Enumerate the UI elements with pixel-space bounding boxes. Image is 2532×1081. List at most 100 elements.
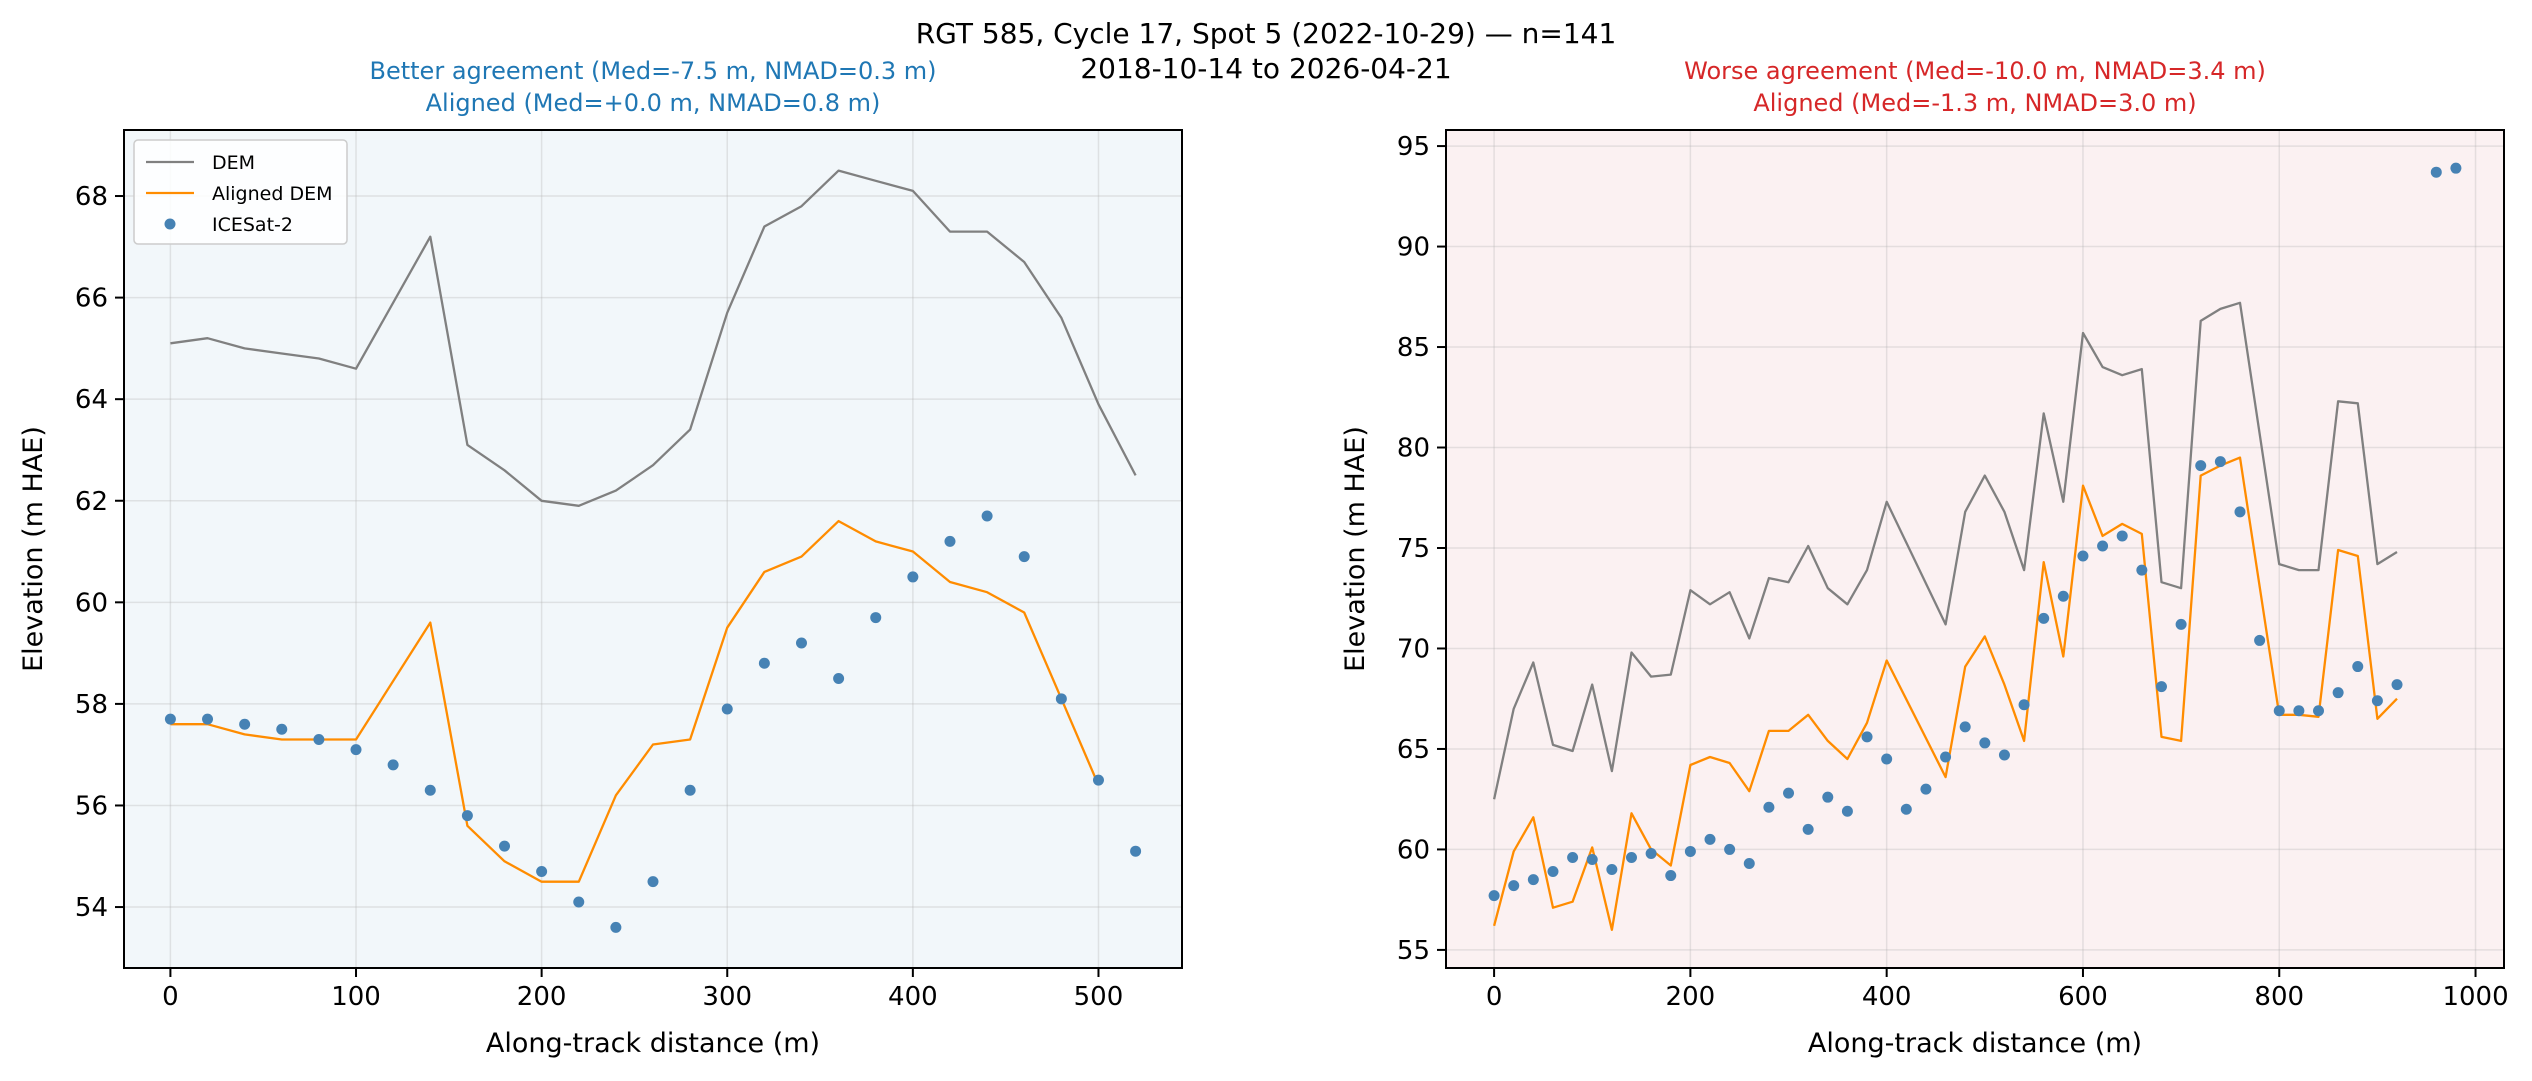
left-x-tick-label: 200 xyxy=(517,982,567,1012)
right-y-tick-label: 75 xyxy=(1397,534,1430,564)
right-y-tick-label: 55 xyxy=(1397,936,1430,966)
left-icesat-point xyxy=(313,733,325,745)
left-x-tick-label: 300 xyxy=(702,982,752,1012)
right-icesat-point xyxy=(1900,803,1912,815)
right-icesat-point xyxy=(2155,681,2167,693)
left-icesat-point xyxy=(350,744,362,756)
right-icesat-point xyxy=(1802,823,1814,835)
left-y-tick-label: 56 xyxy=(75,791,108,821)
right-panel: 0 200 400 600 800 1000 55 60 65 70 75 80 85 90 95 Along… xyxy=(1340,129,2509,1059)
right-icesat-point xyxy=(2116,530,2128,542)
left-icesat-point xyxy=(833,673,845,685)
right-icesat-point xyxy=(1959,721,1971,733)
left-icesat-point xyxy=(202,713,214,725)
right-icesat-point xyxy=(2136,564,2148,576)
legend-box xyxy=(133,139,348,245)
left-icesat-point xyxy=(647,876,659,888)
right-icesat-point xyxy=(2175,618,2187,630)
figure-title: RGT 585, Cycle 17, Spot 5 (2022-10-29) —… xyxy=(915,17,1617,50)
right-y-tick-label: 70 xyxy=(1397,634,1430,664)
left-y-axis-label: Elevation (m HAE) xyxy=(18,426,49,672)
right-icesat-point xyxy=(1645,847,1657,859)
left-icesat-point xyxy=(164,713,176,725)
right-y-tick-label: 95 xyxy=(1397,132,1430,162)
right-icesat-point xyxy=(1979,737,1991,749)
left-icesat-point xyxy=(758,657,770,669)
left-x-tick-label: 0 xyxy=(162,982,179,1012)
left-icesat-point xyxy=(981,510,993,522)
right-icesat-point xyxy=(1783,787,1795,799)
left-series-dem-line xyxy=(170,169,1137,507)
left-icesat-point xyxy=(721,703,733,715)
left-y-tick-label: 64 xyxy=(75,385,108,415)
left-icesat-point xyxy=(1018,551,1030,563)
right-icesat-point xyxy=(1940,751,1952,763)
right-icesat-point xyxy=(1665,870,1677,882)
right-icesat-point xyxy=(2371,695,2383,707)
legend-label: Aligned DEM xyxy=(212,183,332,205)
right-x-tick-label: 600 xyxy=(2058,982,2108,1012)
right-icesat-point xyxy=(1508,880,1520,892)
right-icesat-point xyxy=(1743,858,1755,870)
left-x-tick-label: 100 xyxy=(331,982,381,1012)
right-icesat-point xyxy=(2254,634,2266,646)
right-icesat-point xyxy=(1998,749,2010,761)
right-icesat-point xyxy=(1920,783,1932,795)
left-y-tick-label: 54 xyxy=(75,893,108,923)
right-icesat-point xyxy=(2450,162,2462,174)
right-y-tick-label: 65 xyxy=(1397,735,1430,765)
right-icesat-point xyxy=(2077,550,2089,562)
right-x-axis-label: Along-track distance (m) xyxy=(1808,1028,2142,1059)
figure-date-range: 2018-10-14 to 2026-04-21 xyxy=(1080,52,1452,85)
right-panel-subtitle-1: Worse agreement (Med=-10.0 m, NMAD=3.4 m… xyxy=(1684,57,2266,85)
left-icesat-point xyxy=(870,612,882,624)
right-icesat-point xyxy=(2195,460,2207,472)
right-icesat-point xyxy=(1527,874,1539,886)
right-icesat-point xyxy=(2313,705,2325,717)
right-x-tick-label: 200 xyxy=(1666,982,1716,1012)
right-icesat-point xyxy=(1625,851,1637,863)
right-icesat-point xyxy=(2214,456,2226,468)
left-x-tick-label: 400 xyxy=(888,982,938,1012)
right-icesat-point xyxy=(1841,805,1853,817)
left-icesat-point xyxy=(424,784,436,796)
left-y-tick-label: 68 xyxy=(75,182,108,212)
left-y-tick-label: 58 xyxy=(75,690,108,720)
left-icesat-point xyxy=(573,896,585,908)
left-y-tick-label: 60 xyxy=(75,588,108,618)
left-x-axis-label: Along-track distance (m) xyxy=(486,1028,820,1059)
left-panel: 0 100 200 300 400 500 54 56 58 60 62 64 66 68 Along-tr… xyxy=(18,129,1183,1059)
right-y-tick-label: 60 xyxy=(1397,835,1430,865)
right-icesat-point xyxy=(1547,866,1559,878)
left-icesat-point xyxy=(1055,693,1067,705)
left-icesat-point xyxy=(610,921,622,933)
right-series-dem-line xyxy=(1492,301,2398,800)
right-y-tick-label: 85 xyxy=(1397,333,1430,363)
right-x-tick-label: 800 xyxy=(2254,982,2304,1012)
left-icesat-point xyxy=(907,571,919,583)
legend-label: DEM xyxy=(212,152,255,174)
right-icesat-point xyxy=(1488,890,1500,902)
right-icesat-point xyxy=(1606,864,1618,876)
right-axes-frame xyxy=(1445,129,2505,969)
right-icesat-point xyxy=(2273,705,2285,717)
left-y-tick-label: 66 xyxy=(75,284,108,314)
left-icesat-point xyxy=(1130,845,1142,857)
right-icesat-point xyxy=(2332,687,2344,699)
left-icesat-point xyxy=(1092,774,1104,786)
right-icesat-point xyxy=(1763,801,1775,813)
right-x-tick-label: 0 xyxy=(1486,982,1503,1012)
right-icesat-point xyxy=(2097,540,2109,552)
right-icesat-point xyxy=(2391,679,2403,691)
left-icesat-point xyxy=(276,723,288,735)
left-icesat-point xyxy=(387,759,399,771)
right-icesat-point xyxy=(2018,699,2030,711)
right-icesat-point xyxy=(2352,661,2364,673)
left-icesat-point xyxy=(499,840,511,852)
right-icesat-point xyxy=(2293,705,2305,717)
left-icesat-point xyxy=(795,637,807,649)
left-icesat-point xyxy=(944,535,956,547)
left-panel-subtitle-1: Better agreement (Med=-7.5 m, NMAD=0.3 m… xyxy=(369,57,937,85)
right-panel-subtitle-2: Aligned (Med=-1.3 m, NMAD=3.0 m) xyxy=(1753,89,2197,117)
right-icesat-point xyxy=(2057,590,2069,602)
